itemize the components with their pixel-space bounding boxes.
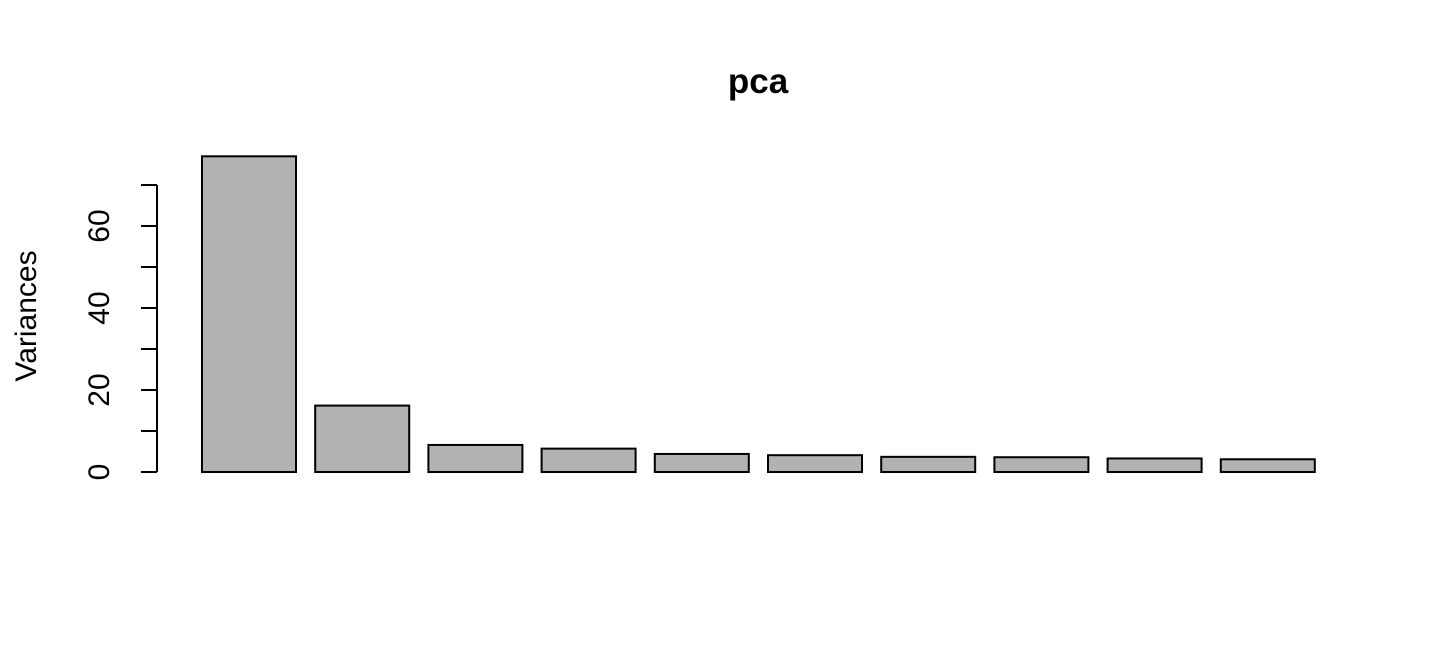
- bar-5: [653, 452, 750, 473]
- bar-6: [767, 454, 863, 474]
- bar-9: [1106, 457, 1203, 474]
- y-tick-label: 20: [83, 373, 116, 406]
- bar-4: [540, 447, 637, 474]
- y-tick-label: 0: [83, 464, 116, 481]
- y-tick-label: 60: [83, 209, 116, 242]
- y-axis-label: Variances: [10, 250, 43, 381]
- bar-1: [201, 155, 297, 474]
- bar-7: [880, 455, 977, 473]
- y-tick-label: 40: [83, 291, 116, 324]
- y-axis: 0 20 40 60: [83, 184, 158, 481]
- chart-title: pca: [728, 62, 789, 101]
- bar-10: [1219, 458, 1316, 474]
- bar-3: [427, 443, 524, 474]
- bar-2: [314, 404, 411, 473]
- bar-8: [993, 456, 1090, 473]
- bars-group: [201, 155, 1316, 474]
